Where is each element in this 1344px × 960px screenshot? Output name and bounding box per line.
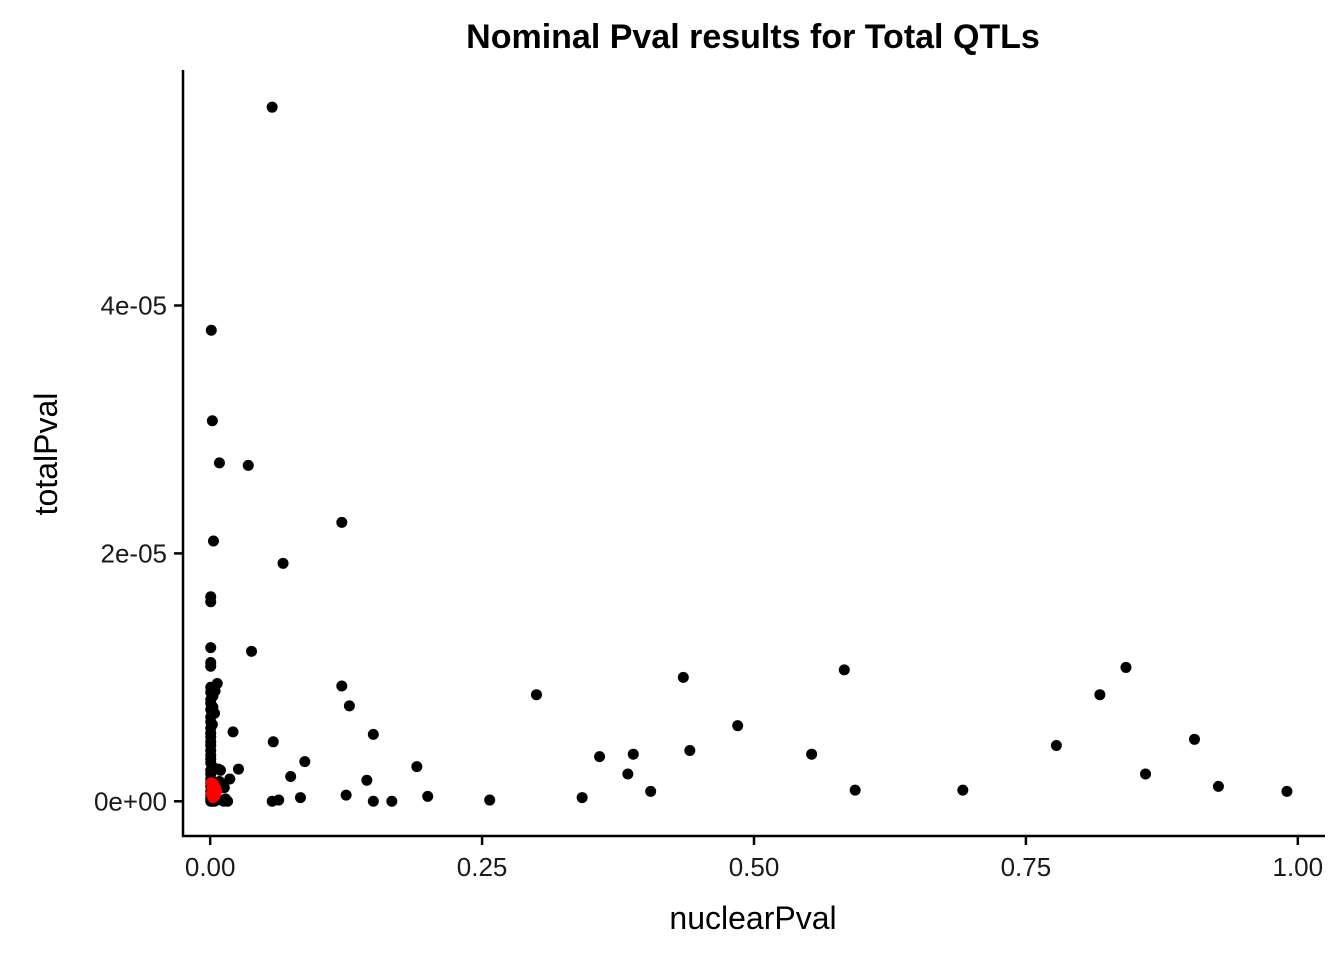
data-point <box>484 794 496 806</box>
data-point <box>340 789 352 801</box>
data-point <box>277 557 289 569</box>
data-point <box>530 689 542 701</box>
data-point <box>594 751 606 763</box>
plot-area <box>205 101 1293 807</box>
data-point <box>627 748 639 760</box>
data-point <box>224 773 236 785</box>
data-point <box>205 642 217 654</box>
data-point <box>1094 689 1106 701</box>
data-point <box>361 774 373 786</box>
data-point <box>207 535 219 547</box>
data-point <box>232 763 244 775</box>
data-point <box>222 795 234 807</box>
data-point <box>205 660 217 672</box>
y-tick-label: 2e-05 <box>101 538 168 568</box>
data-point <box>838 664 850 676</box>
x-axis-ticks: 0.00 0.25 0.50 0.75 1.00 <box>185 836 1323 882</box>
data-point <box>213 457 225 469</box>
data-point <box>1050 740 1062 752</box>
data-point <box>645 785 657 797</box>
x-tick-label: 0.75 <box>1001 852 1052 882</box>
data-point <box>1140 768 1152 780</box>
x-axis-title: nuclearPval <box>669 900 836 936</box>
data-point <box>336 516 348 528</box>
x-tick-label: 0.00 <box>185 852 236 882</box>
y-axis-ticks: 0e+00 2e-05 4e-05 <box>94 291 183 816</box>
data-point <box>677 671 689 683</box>
chart-title: Nominal Pval results for Total QTLs <box>466 18 1040 56</box>
data-point <box>386 795 398 807</box>
y-tick-label: 0e+00 <box>94 786 167 816</box>
data-point <box>806 748 818 760</box>
x-tick-label: 1.00 <box>1273 852 1324 882</box>
data-point <box>1188 733 1200 745</box>
data-point <box>273 794 285 806</box>
data-point <box>367 728 379 740</box>
data-point <box>299 756 311 768</box>
data-point <box>576 792 588 804</box>
data-point <box>215 764 227 776</box>
data-point <box>849 784 861 796</box>
y-axis-title: totalPval <box>28 393 64 516</box>
data-point <box>205 596 217 608</box>
data-point <box>1212 780 1224 792</box>
data-point <box>422 790 434 802</box>
data-point <box>732 720 744 732</box>
data-point <box>294 792 306 804</box>
data-point <box>205 324 217 336</box>
data-point <box>411 761 423 773</box>
data-point <box>206 415 218 427</box>
data-point <box>957 784 969 796</box>
data-point <box>246 645 258 657</box>
data-point <box>267 736 279 748</box>
data-point <box>367 795 379 807</box>
data-point <box>343 700 355 712</box>
data-point <box>242 459 254 471</box>
x-tick-label: 0.50 <box>729 852 780 882</box>
highlight-data-point <box>206 783 218 795</box>
data-point <box>1120 661 1132 673</box>
data-point <box>285 771 297 783</box>
data-point <box>227 726 239 738</box>
x-tick-label: 0.25 <box>457 852 508 882</box>
data-point <box>336 680 348 692</box>
data-point <box>622 768 634 780</box>
points-layer <box>205 101 1293 807</box>
y-tick-label: 4e-05 <box>101 291 168 321</box>
data-point <box>1281 785 1293 797</box>
data-point <box>266 101 278 113</box>
data-point <box>684 744 696 756</box>
